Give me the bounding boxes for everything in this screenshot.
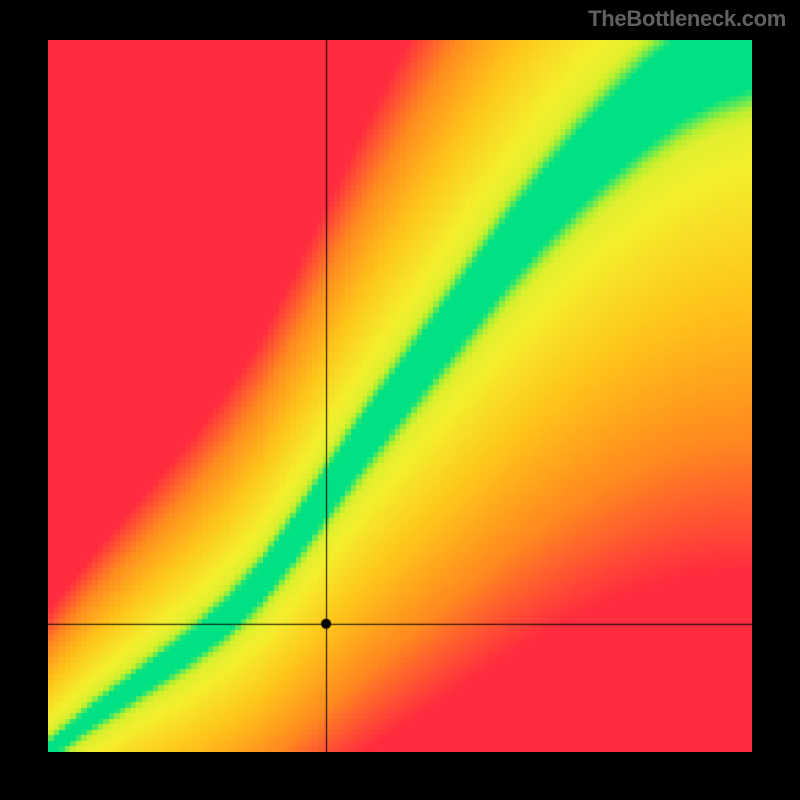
attribution-text: TheBottleneck.com xyxy=(588,6,786,32)
bottleneck-heatmap xyxy=(48,40,752,752)
chart-container: TheBottleneck.com xyxy=(0,0,800,800)
